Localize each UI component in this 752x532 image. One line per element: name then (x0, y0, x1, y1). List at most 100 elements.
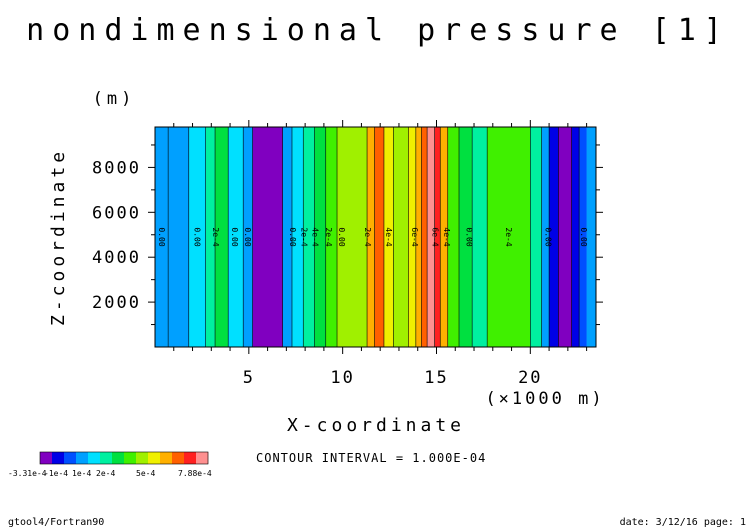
x-axis-unit: (×1000 m) (485, 389, 604, 409)
contour-label: 0.00 (543, 227, 552, 246)
contour-label: 2e-4 (299, 227, 308, 246)
x-tick-label: 20 (518, 368, 542, 388)
colorbar-swatch-9 (148, 452, 161, 464)
contour-line-layer (167, 127, 580, 347)
contour-label: 4e-4 (311, 227, 320, 246)
contour-label: 0.00 (157, 227, 166, 246)
y-axis-ticks: 2000 4000 6000 8000 (92, 144, 603, 326)
contour-band-18 (408, 127, 417, 347)
contour-band-25 (459, 127, 473, 347)
colorbar-label: 7.88e-4 (178, 469, 212, 478)
contour-band-6 (243, 127, 253, 347)
contour-label: 2e-4 (211, 227, 220, 246)
contour-band-0 (155, 127, 169, 347)
contour-label: 0.00 (579, 227, 588, 246)
colorbar (39, 451, 209, 465)
contour-fill-layer (155, 127, 597, 347)
contour-band-30 (549, 127, 559, 347)
colorbar-swatch-7 (124, 452, 137, 464)
contour-label: 4e-4 (442, 227, 451, 246)
x-tick-label: 10 (330, 368, 354, 388)
colorbar-label: 2e-4 (96, 469, 115, 478)
x-tick-label: 5 (243, 368, 255, 388)
contour-label: 0.00 (230, 227, 239, 246)
contour-band-9 (291, 127, 304, 347)
contour-band-5 (228, 127, 244, 347)
colorbar-label: -1e-4 (44, 469, 68, 478)
colorbar-swatch-0 (40, 452, 53, 464)
colorbar-swatch-2 (64, 452, 77, 464)
colorbar-swatch-1 (52, 452, 65, 464)
y-tick-label: 6000 (92, 203, 141, 223)
y-tick-label: 4000 (92, 248, 141, 268)
contour-band-12 (325, 127, 338, 347)
colorbar-swatch-6 (112, 452, 125, 464)
footer-left: gtool4/Fortran90 (8, 517, 104, 528)
contour-band-20 (421, 127, 428, 347)
y-tick-label: 8000 (92, 158, 141, 178)
contour-band-26 (472, 127, 488, 347)
contour-band-10 (303, 127, 315, 347)
colorbar-swatch-3 (76, 452, 89, 464)
contour-band-19 (415, 127, 422, 347)
contour-label: 0.00 (243, 227, 252, 246)
colorbar-labels: -3.31e-4-1e-4 1e-4 2e-4 5e-4 7.88e-4 (8, 469, 212, 478)
colorbar-label: -3.31e-4 (8, 469, 47, 478)
contour-band-1 (168, 127, 190, 347)
contour-interval: CONTOUR INTERVAL = 1.000E-04 (256, 451, 486, 465)
contour-band-34 (586, 127, 597, 347)
contour-band-21 (427, 127, 435, 347)
colorbar-label: 5e-4 (136, 469, 155, 478)
contour-band-3 (205, 127, 216, 347)
contour-band-29 (541, 127, 550, 347)
contour-band-2 (188, 127, 206, 347)
contour-label: 2e-4 (324, 227, 333, 246)
colorbar-swatch-11 (172, 452, 185, 464)
colorbar-frame (39, 451, 209, 465)
contour-band-27 (487, 127, 531, 347)
contour-band-13 (337, 127, 368, 347)
contour-band-15 (374, 127, 385, 347)
colorbar-swatch-12 (184, 452, 197, 464)
contour-band-23 (440, 127, 449, 347)
contour-band-14 (367, 127, 375, 347)
contour-label: 0.00 (337, 227, 346, 246)
contour-label: 2e-4 (363, 227, 372, 246)
contour-label: 0.00 (192, 227, 201, 246)
colorbar-swatch-10 (160, 452, 173, 464)
contour-band-4 (215, 127, 229, 347)
y-axis-label: Z-coordinate (48, 148, 69, 326)
x-axis-label: X-coordinate (287, 415, 465, 436)
contour-band-33 (579, 127, 587, 347)
contour-band-31 (558, 127, 572, 347)
contour-label: 6e-4 (410, 227, 419, 246)
footer-right: date: 3/12/16 page: 1 (620, 517, 746, 528)
contour-band-24 (447, 127, 460, 347)
y-axis-unit: (m) (93, 89, 136, 109)
colorbar-swatch-8 (136, 452, 149, 464)
contour-label: 6e-4 (431, 227, 440, 246)
colorbar-swatch-5 (100, 452, 113, 464)
contour-band-32 (571, 127, 580, 347)
contour-band-16 (383, 127, 394, 347)
contour-band-11 (314, 127, 327, 347)
contour-label: 4e-4 (384, 227, 393, 246)
contour-band-8 (282, 127, 293, 347)
contour-band-28 (530, 127, 542, 347)
contour-band-17 (393, 127, 409, 347)
contour-band-7 (252, 127, 283, 347)
x-axis-ticks: 5 10 15 20 (173, 120, 588, 388)
contour-label: 0.00 (465, 227, 474, 246)
colorbar-swatch-4 (88, 452, 101, 464)
x-tick-label: 15 (424, 368, 448, 388)
contour-label: 2e-4 (504, 227, 513, 246)
colorbar-label: 1e-4 (72, 469, 91, 478)
chart-title: nondimensional pressure [1] (26, 13, 730, 48)
contour-label: 0.00 (288, 227, 297, 246)
plot-frame (154, 126, 597, 348)
colorbar-swatch-13 (196, 452, 209, 464)
contour-band-22 (434, 127, 441, 347)
y-tick-label: 2000 (92, 293, 141, 313)
contour-label-layer: 0.00 0.00 2e-4 0.00 0.00 0.00 2e-4 4e-4 2e-4 0.00… (157, 227, 588, 246)
